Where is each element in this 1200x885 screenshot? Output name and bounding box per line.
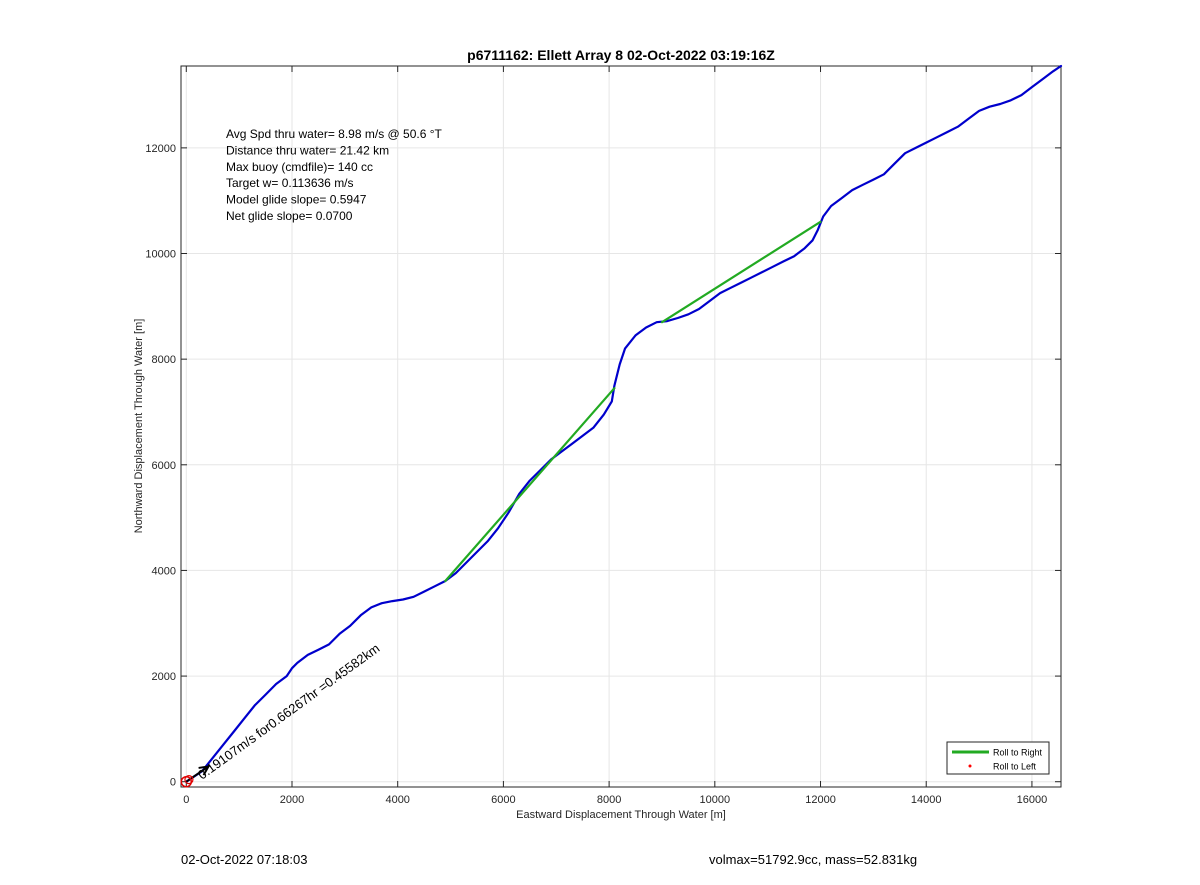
x-tick-label: 16000 xyxy=(1017,794,1048,806)
stats-line: Target w= 0.113636 m/s xyxy=(226,176,354,190)
y-tick-label: 8000 xyxy=(152,354,176,366)
stats-line: Max buoy (cmdfile)= 140 cc xyxy=(226,160,373,174)
y-axis-label: Northward Displacement Through Water [m] xyxy=(133,319,145,534)
axis-ticks: 0 2000 4000 6000 8000 10000 12000 14000 16000 0 20… xyxy=(145,66,1061,806)
legend: Roll to Right Roll to Left xyxy=(946,741,1050,775)
plot-frame xyxy=(180,65,1062,788)
x-tick-label: 10000 xyxy=(700,794,731,806)
series-line-0 xyxy=(185,64,1063,783)
legend-label: Roll to Right xyxy=(993,748,1043,758)
y-tick-label: 4000 xyxy=(152,565,176,577)
current-arrow-head xyxy=(198,765,211,776)
legend-label: Roll to Left xyxy=(993,762,1037,772)
x-tick-label: 14000 xyxy=(911,794,942,806)
x-tick-label: 4000 xyxy=(385,794,409,806)
legend-dot-swatch xyxy=(968,764,972,768)
x-axis-label: Eastward Displacement Through Water [m] xyxy=(516,809,726,821)
stats-line: Net glide slope= 0.0700 xyxy=(226,209,353,223)
stats-line: Avg Spd thru water= 8.98 m/s @ 50.6 °T xyxy=(226,127,443,141)
y-tick-label: 10000 xyxy=(145,249,176,261)
x-tick-label: 8000 xyxy=(597,794,621,806)
y-tick-label: 0 xyxy=(170,777,176,789)
y-tick-label: 6000 xyxy=(152,460,176,472)
series-line-2 xyxy=(660,220,822,324)
series-group xyxy=(185,64,1063,783)
stats-line: Distance thru water= 21.42 km xyxy=(226,143,389,157)
y-tick-label: 2000 xyxy=(152,671,176,683)
y-tick-label: 12000 xyxy=(145,143,176,155)
stats-line: Model glide slope= 0.5947 xyxy=(226,193,367,207)
x-tick-label: 12000 xyxy=(805,794,836,806)
legend-box xyxy=(946,741,1050,775)
series-line-1 xyxy=(444,387,616,583)
stats-text-block: Avg Spd thru water= 8.98 m/s @ 50.6 °T Di… xyxy=(226,127,443,223)
x-tick-label: 2000 xyxy=(280,794,304,806)
origin-marker xyxy=(180,765,211,788)
footer-date: 02-Oct-2022 07:18:03 xyxy=(181,852,308,867)
footer-volmass: volmax=51792.9cc, mass=52.831kg xyxy=(709,852,918,867)
x-tick-label: 0 xyxy=(183,794,189,806)
chart-title: p6711162: Ellett Array 8 02-Oct-2022 03:… xyxy=(467,47,775,63)
x-tick-label: 6000 xyxy=(491,794,515,806)
start-circle xyxy=(184,775,194,785)
current-annotation: 0.19107m/s for0.66267hr =0.45582km xyxy=(195,641,382,783)
grid xyxy=(181,66,1061,787)
